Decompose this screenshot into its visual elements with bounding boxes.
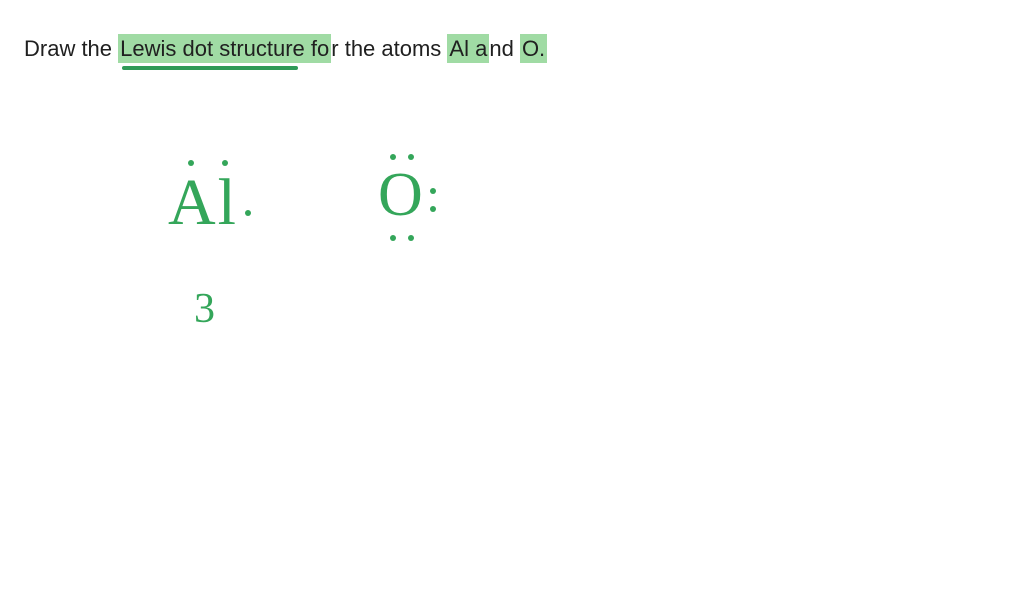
prompt-highlight-1: Lewis dot structure fo <box>118 34 331 63</box>
o-dot-0 <box>390 154 396 160</box>
al-dot-2 <box>245 210 251 216</box>
prompt-highlight-3: O. <box>520 34 547 63</box>
atom-o-symbol: O <box>378 160 423 231</box>
al-dot-0 <box>188 160 194 166</box>
prompt-highlight-2: Al a <box>447 34 489 63</box>
prompt-segment-pre: Draw the <box>24 36 118 61</box>
o-dot-3 <box>430 206 436 212</box>
o-dot-1 <box>408 154 414 160</box>
al-dot-1 <box>222 160 228 166</box>
prompt-text: Draw the Lewis dot structure for the ato… <box>24 36 547 62</box>
canvas: Draw the Lewis dot structure for the ato… <box>0 0 1024 598</box>
prompt-segment-mid2: nd <box>489 36 520 61</box>
o-dot-4 <box>390 235 396 241</box>
valence-count-label: 3 <box>194 285 215 333</box>
underline-stroke <box>122 66 298 70</box>
o-dot-2 <box>430 188 436 194</box>
atom-al-symbol: Al <box>168 165 238 241</box>
prompt-segment-mid1: r the atoms <box>331 36 447 61</box>
o-dot-5 <box>408 235 414 241</box>
